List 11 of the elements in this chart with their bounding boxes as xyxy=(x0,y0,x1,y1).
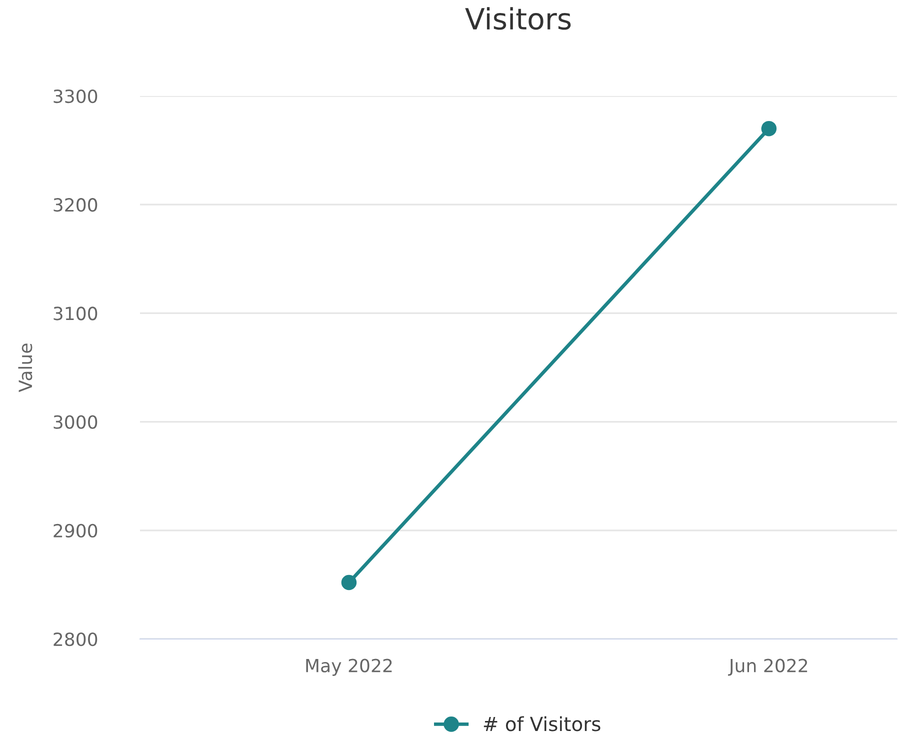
y-tick-label: 3000 xyxy=(54,415,98,429)
y-tick-label: 3300 xyxy=(54,89,98,104)
y-tick-label: 3200 xyxy=(54,198,98,212)
chart-title: Visitors xyxy=(465,7,571,30)
y-tick-label: 2800 xyxy=(54,632,98,646)
y-axis-title: Value xyxy=(18,344,32,392)
y-tick-label: 3100 xyxy=(54,306,98,320)
x-tick-label: Jun 2022 xyxy=(728,658,808,676)
legend-label: # of Visitors xyxy=(484,716,600,732)
x-tick-label: May 2022 xyxy=(306,658,392,676)
y-tick-label: 2900 xyxy=(54,524,98,538)
